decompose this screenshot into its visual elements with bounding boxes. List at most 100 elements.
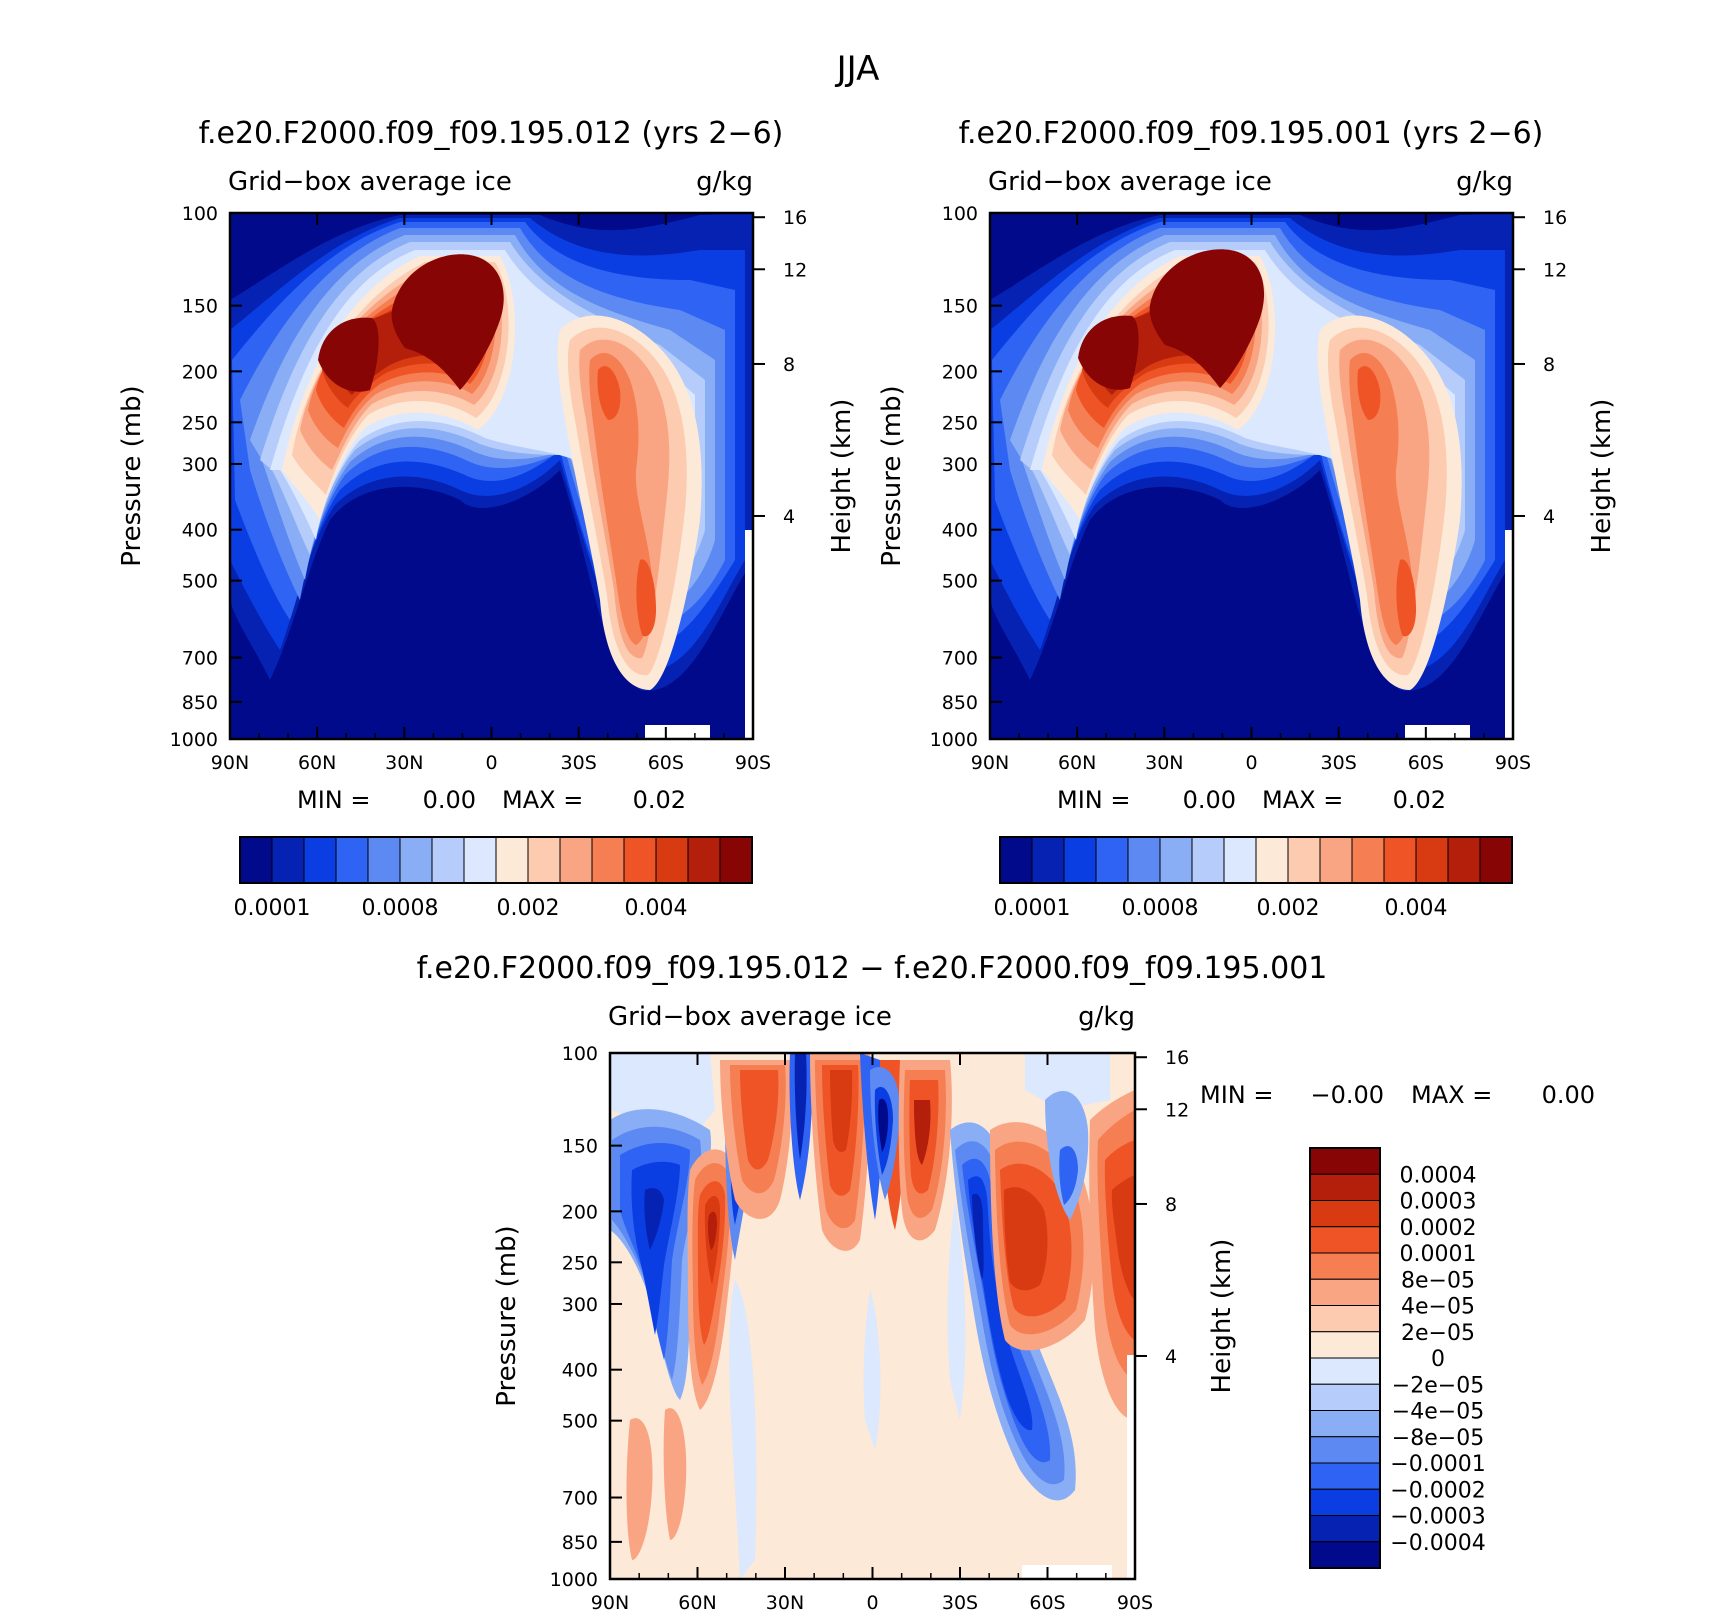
colorbar-label: −0.0001 (1390, 1452, 1485, 1477)
y-tick-label: 150 (942, 296, 978, 318)
colorbar-swatch (1287, 836, 1321, 884)
y-tick-label: 500 (942, 571, 978, 593)
x-tick-label: 60S (1408, 752, 1444, 774)
axes-ticks: 100 150 200 250 300 400 500 700 850 1000 16 12 8 4 90N… (492, 1043, 1237, 1614)
y-tick-label: 700 (942, 648, 978, 670)
colorbar-swatch (271, 836, 305, 884)
y-tick-label: 500 (562, 1411, 598, 1433)
colorbar-swatch (1309, 1357, 1381, 1385)
colorbar-swatch (1309, 1410, 1381, 1438)
x-tick-label: 60N (1058, 752, 1096, 774)
right-string: g/kg (696, 167, 753, 197)
colorbar-swatch (623, 836, 657, 884)
colorbar-swatch (1319, 836, 1353, 884)
colorbar-swatch (999, 836, 1033, 884)
colorbar-swatch (367, 836, 401, 884)
colorbar-swatch (1309, 1173, 1381, 1201)
colorbar-swatch (527, 836, 561, 884)
colorbar-swatch (1309, 1488, 1381, 1516)
y-tick-label: 250 (942, 412, 978, 434)
y-axis-right-title: Height (km) (1207, 1239, 1237, 1394)
min-value: 0.00 (1183, 786, 1236, 814)
colorbar-swatch (1309, 1226, 1381, 1254)
y-tick-label: 200 (562, 1201, 598, 1223)
colorbar-swatch (687, 836, 721, 884)
y-tick-label: 850 (942, 692, 978, 714)
contour-field (990, 213, 1513, 739)
y-tick-label: 200 (942, 361, 978, 383)
y-right-tick-label: 8 (783, 354, 795, 376)
max-label: MAX = (1262, 786, 1343, 814)
min-value: 0.00 (423, 786, 476, 814)
axes-ticks: 100 150 200 250 300 400 500 700 850 1000 16 12 8 4 90N… (117, 203, 857, 774)
x-tick-label: 90N (211, 752, 249, 774)
colorbar-panel-1: 0.0001 0.0008 0.002 0.004 (234, 836, 753, 921)
colorbar-swatch (239, 836, 273, 884)
colorbar-swatch (1191, 836, 1225, 884)
colorbar-label: −0.0003 (1390, 1505, 1485, 1530)
y-tick-label: 150 (562, 1136, 598, 1158)
y-right-tick-label: 8 (1165, 1194, 1177, 1216)
colorbar-swatch (1309, 1515, 1381, 1543)
left-string: Grid−box average ice (228, 167, 512, 197)
colorbar-swatch (1309, 1278, 1381, 1306)
max-value: 0.00 (1542, 1081, 1595, 1109)
x-tick-label: 60S (648, 752, 684, 774)
y-tick-label: 400 (562, 1360, 598, 1382)
y-tick-label: 150 (182, 296, 218, 318)
colorbar-label: 4e−05 (1401, 1295, 1475, 1320)
y-tick-label: 850 (562, 1532, 598, 1554)
min-label: MIN = (1200, 1081, 1273, 1109)
y-tick-label: 300 (562, 1294, 598, 1316)
colorbar-label: 0.0008 (1122, 896, 1199, 921)
colorbar-swatch (1309, 1331, 1381, 1359)
y-right-tick-label: 4 (1165, 1346, 1177, 1368)
colorbar-swatch (1309, 1541, 1381, 1569)
colorbar-swatch (1223, 836, 1257, 884)
y-right-tick-label: 12 (1165, 1099, 1189, 1121)
left-string: Grid−box average ice (988, 167, 1272, 197)
colorbar-swatch (463, 836, 497, 884)
colorbar-swatch (1095, 836, 1129, 884)
colorbar-swatch (1031, 836, 1065, 884)
colorbar-label: 0.0001 (234, 896, 311, 921)
colorbar-label: 0.0002 (1400, 1216, 1477, 1241)
colorbar-swatch (1309, 1252, 1381, 1280)
right-string: g/kg (1456, 167, 1513, 197)
chart-panel-2: f.e20.F2000.f09_f09.195.001 (yrs 2−6) Gr… (877, 116, 1617, 774)
x-tick-label: 0 (866, 1592, 878, 1614)
colorbar-swatch (591, 836, 625, 884)
colorbar-swatch (1309, 1383, 1381, 1411)
y-axis-right-title: Height (km) (1587, 399, 1617, 554)
colorbar-swatch (1309, 1436, 1381, 1464)
x-tick-label: 60N (678, 1592, 716, 1614)
chart-panel-difference: f.e20.F2000.f09_f09.195.012 − f.e20.F200… (417, 951, 1328, 1614)
y-tick-label: 100 (562, 1043, 598, 1065)
left-string: Grid−box average ice (608, 1002, 892, 1032)
colorbar-label: −4e−05 (1392, 1400, 1484, 1425)
y-right-tick-label: 12 (1543, 259, 1567, 281)
x-tick-label: 30S (1321, 752, 1357, 774)
x-tick-label: 90S (1117, 1592, 1153, 1614)
min-max-panel-1: MIN = 0.00 MAX = 0.02 (297, 786, 686, 814)
max-value: 0.02 (1393, 786, 1446, 814)
colorbar-swatch (303, 836, 337, 884)
x-tick-label: 90N (591, 1592, 629, 1614)
y-tick-label: 500 (182, 571, 218, 593)
y-tick-label: 400 (942, 520, 978, 542)
min-value: −0.00 (1310, 1081, 1384, 1109)
panel-title: f.e20.F2000.f09_f09.195.012 − f.e20.F200… (417, 951, 1328, 986)
colorbar-label: 0.004 (1385, 896, 1448, 921)
colorbar-swatch (1159, 836, 1193, 884)
min-label: MIN = (1057, 786, 1130, 814)
y-axis-title: Pressure (mb) (117, 385, 147, 566)
colorbar-label: 0.0008 (362, 896, 439, 921)
colorbar-frame (999, 836, 1513, 884)
x-tick-label: 30N (385, 752, 423, 774)
contour-field (610, 1053, 1135, 1579)
colorbar-swatch (1415, 836, 1449, 884)
min-label: MIN = (297, 786, 370, 814)
y-right-tick-label: 8 (1543, 354, 1555, 376)
x-tick-label: 0 (485, 752, 497, 774)
y-axis-right-title: Height (km) (827, 399, 857, 554)
